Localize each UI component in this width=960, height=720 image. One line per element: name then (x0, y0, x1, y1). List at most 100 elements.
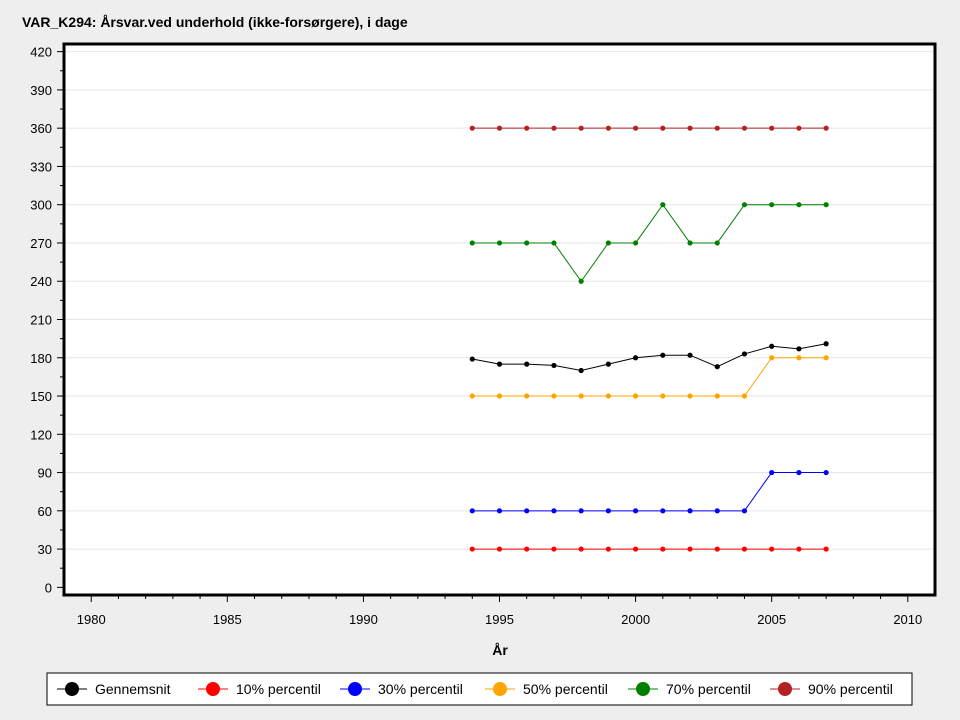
data-point (578, 393, 584, 399)
data-point (660, 393, 666, 399)
legend-label: 70% percentil (666, 681, 751, 697)
y-tick-label: 240 (30, 274, 52, 289)
x-tick-label: 1985 (213, 612, 242, 627)
series-line-3 (472, 357, 827, 397)
x-tick-label: 2000 (621, 612, 650, 627)
data-point (605, 125, 611, 131)
y-tick-label: 210 (30, 313, 52, 328)
legend-label: 90% percentil (808, 681, 893, 697)
legend-marker-icon (636, 682, 650, 696)
data-point (469, 393, 475, 399)
legend-marker-icon (348, 682, 362, 696)
data-point (660, 508, 666, 514)
data-point (632, 546, 639, 552)
data-point (796, 125, 802, 131)
data-point (524, 508, 530, 514)
data-point (714, 240, 720, 246)
legend-label: 30% percentil (378, 681, 463, 697)
data-point (687, 508, 693, 514)
data-point (496, 240, 503, 246)
data-point (578, 508, 584, 514)
data-point (578, 125, 584, 131)
x-tick-label: 2005 (757, 612, 786, 627)
data-point (578, 546, 584, 552)
data-point (551, 508, 557, 514)
data-point (632, 393, 639, 399)
data-point (660, 352, 666, 358)
legend-marker-icon (778, 682, 792, 696)
series-line-0 (472, 343, 827, 372)
data-point (687, 125, 693, 131)
data-point (632, 240, 639, 246)
data-point (632, 508, 639, 514)
data-point (714, 125, 720, 131)
data-point (714, 364, 720, 370)
y-tick-label: 30 (38, 542, 52, 557)
legend-label: 50% percentil (523, 681, 608, 697)
data-point (769, 343, 775, 349)
data-point (578, 278, 584, 284)
y-tick-label: 270 (30, 236, 52, 251)
data-point (496, 546, 503, 552)
x-tick-label: 1980 (77, 612, 106, 627)
data-point (605, 361, 611, 367)
data-point (741, 125, 748, 131)
y-tick-label: 330 (30, 159, 52, 174)
data-point (524, 125, 530, 131)
legend-label: Gennemsnit (95, 681, 171, 697)
data-point (823, 202, 829, 208)
data-point (551, 125, 557, 131)
data-point (469, 546, 475, 552)
data-point (496, 508, 503, 514)
chart-title: VAR_K294: Årsvar.ved underhold (ikke-for… (22, 14, 408, 30)
data-point (551, 546, 557, 552)
data-point (823, 125, 829, 131)
data-point (660, 202, 666, 208)
data-point (496, 125, 503, 131)
y-tick-label: 420 (30, 45, 52, 60)
data-point (605, 508, 611, 514)
data-point (796, 469, 802, 476)
data-point (687, 393, 693, 399)
x-tick-label: 1990 (349, 612, 378, 627)
data-point (524, 546, 530, 552)
data-point (714, 508, 720, 514)
data-point (823, 546, 829, 552)
data-point (524, 393, 530, 399)
data-point (741, 508, 748, 514)
data-point (660, 125, 666, 131)
data-point (524, 240, 530, 246)
data-point (796, 202, 802, 208)
data-point (796, 546, 802, 552)
data-point (823, 355, 829, 361)
data-point (741, 546, 748, 552)
y-tick-label: 60 (38, 504, 52, 519)
y-tick-label: 360 (30, 121, 52, 136)
data-point (687, 352, 693, 358)
data-point (741, 202, 748, 208)
x-axis-label: År (492, 642, 508, 658)
data-point (551, 362, 557, 369)
data-point (551, 240, 557, 246)
data-point (551, 393, 557, 399)
data-point (769, 355, 775, 361)
x-tick-label: 1995 (485, 612, 514, 627)
series-line-4 (472, 203, 827, 283)
series-line-2 (472, 472, 827, 512)
data-point (469, 240, 475, 246)
legend (46, 672, 913, 706)
y-tick-label: 120 (30, 427, 52, 442)
data-point (714, 393, 720, 399)
data-point (823, 469, 829, 476)
data-point (469, 508, 475, 514)
data-point (524, 361, 530, 367)
data-point (769, 469, 775, 476)
y-tick-label: 0 (45, 580, 52, 595)
y-tick-label: 180 (30, 351, 52, 366)
data-point (605, 393, 611, 399)
y-tick-label: 90 (38, 466, 52, 481)
data-point (769, 546, 775, 552)
data-point (796, 346, 802, 352)
